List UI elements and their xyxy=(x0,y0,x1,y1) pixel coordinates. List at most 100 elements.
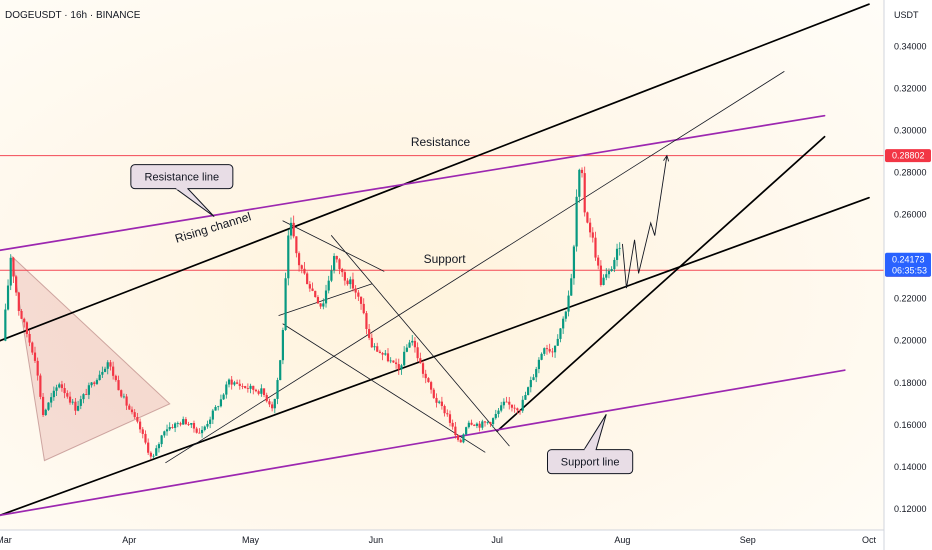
candle-body[interactable] xyxy=(50,397,53,403)
candle-body[interactable] xyxy=(157,444,161,449)
candle-body[interactable] xyxy=(465,427,468,435)
candle-body[interactable] xyxy=(165,429,169,432)
candle-body[interactable] xyxy=(55,387,58,391)
callout-support-line[interactable]: Support line xyxy=(546,414,634,475)
candle-body[interactable] xyxy=(556,338,559,346)
candle-body[interactable] xyxy=(230,379,233,385)
candle-body[interactable] xyxy=(341,268,344,273)
trendline-steep-support[interactable] xyxy=(496,135,826,433)
candle-body[interactable] xyxy=(174,423,177,428)
candle-body[interactable] xyxy=(368,328,371,338)
candle-body[interactable] xyxy=(184,419,187,425)
candle-body[interactable] xyxy=(508,401,511,405)
candle-body[interactable] xyxy=(540,353,543,360)
candle-body[interactable] xyxy=(130,409,134,413)
candle-body[interactable] xyxy=(497,410,500,415)
candle-body[interactable] xyxy=(513,407,516,409)
candle-body[interactable] xyxy=(87,385,90,395)
candle-body[interactable] xyxy=(451,422,454,427)
candle-body[interactable] xyxy=(397,364,400,370)
candle-body[interactable] xyxy=(500,405,503,411)
candle-body[interactable] xyxy=(491,418,495,425)
plot-area[interactable] xyxy=(0,0,884,530)
candle-body[interactable] xyxy=(335,255,338,260)
candle-body[interactable] xyxy=(93,382,96,384)
trendline-support-line[interactable] xyxy=(0,369,846,517)
candle-body[interactable] xyxy=(400,365,403,370)
candle-body[interactable] xyxy=(378,351,382,354)
candle-body[interactable] xyxy=(187,424,190,425)
trendline-thin-diag-1[interactable] xyxy=(282,220,385,272)
candle-body[interactable] xyxy=(467,422,470,428)
candle-body[interactable] xyxy=(122,396,126,398)
candle-body[interactable] xyxy=(85,394,88,395)
candle-body[interactable] xyxy=(79,399,82,406)
candle-body[interactable] xyxy=(292,222,295,237)
candle-body[interactable] xyxy=(322,303,325,307)
candle-body[interactable] xyxy=(319,303,322,307)
candle-body[interactable] xyxy=(421,363,425,374)
candle-body[interactable] xyxy=(15,276,18,293)
candle-body[interactable] xyxy=(311,288,314,291)
candle-body[interactable] xyxy=(160,435,163,445)
candle-body[interactable] xyxy=(287,235,290,279)
candle-body[interactable] xyxy=(268,401,271,405)
candle-body[interactable] xyxy=(446,413,449,415)
candle-body[interactable] xyxy=(575,196,578,247)
candle-body[interactable] xyxy=(521,399,524,411)
candle-body[interactable] xyxy=(478,423,481,428)
candle-body[interactable] xyxy=(349,279,352,285)
candle-body[interactable] xyxy=(373,346,376,348)
candle-body[interactable] xyxy=(39,375,42,397)
candle-body[interactable] xyxy=(235,382,239,384)
candle-body[interactable] xyxy=(155,448,158,456)
candle-body[interactable] xyxy=(117,380,120,391)
candle-body[interactable] xyxy=(138,421,142,430)
candle-body[interactable] xyxy=(25,322,29,334)
candle-body[interactable] xyxy=(411,340,414,343)
candle-body[interactable] xyxy=(257,391,260,394)
candle-body[interactable] xyxy=(12,257,15,277)
candle-body[interactable] xyxy=(532,377,535,381)
candle-body[interactable] xyxy=(195,428,198,433)
candle-body[interactable] xyxy=(74,401,77,411)
candle-body[interactable] xyxy=(416,347,419,359)
trendline-thin-diag-3[interactable] xyxy=(331,235,510,447)
candle-body[interactable] xyxy=(203,426,206,430)
candle-body[interactable] xyxy=(615,248,619,260)
candle-body[interactable] xyxy=(120,390,123,397)
candle-body[interactable] xyxy=(440,401,443,407)
candle-body[interactable] xyxy=(543,348,546,354)
candle-body[interactable] xyxy=(610,269,613,272)
candle-body[interactable] xyxy=(607,271,611,275)
candle-body[interactable] xyxy=(4,309,7,341)
trendline-resistance-line[interactable] xyxy=(0,114,826,252)
candle-body[interactable] xyxy=(68,396,72,403)
candle-body[interactable] xyxy=(71,401,74,403)
candle-body[interactable] xyxy=(330,270,333,281)
candle-body[interactable] xyxy=(605,274,608,278)
candle-body[interactable] xyxy=(459,439,462,443)
candle-body[interactable] xyxy=(271,404,274,409)
candle-body[interactable] xyxy=(354,288,357,293)
candle-body[interactable] xyxy=(548,349,551,352)
candle-body[interactable] xyxy=(9,257,12,286)
candle-body[interactable] xyxy=(41,396,45,416)
candle-body[interactable] xyxy=(20,310,23,319)
candle-body[interactable] xyxy=(486,422,489,423)
candle-body[interactable] xyxy=(413,340,417,348)
candle-body[interactable] xyxy=(109,362,112,367)
candle-body[interactable] xyxy=(618,247,621,249)
candle-body[interactable] xyxy=(359,296,363,304)
candle-body[interactable] xyxy=(149,452,152,457)
callout-resistance-line[interactable]: Resistance line xyxy=(130,164,234,218)
candle-body[interactable] xyxy=(597,257,600,266)
candle-body[interactable] xyxy=(90,382,93,386)
candle-body[interactable] xyxy=(227,379,231,385)
candle-body[interactable] xyxy=(200,429,204,434)
resistance-level-tag[interactable] xyxy=(885,149,931,163)
candle-body[interactable] xyxy=(357,292,360,297)
candle-body[interactable] xyxy=(583,173,586,213)
candle-body[interactable] xyxy=(586,212,589,223)
